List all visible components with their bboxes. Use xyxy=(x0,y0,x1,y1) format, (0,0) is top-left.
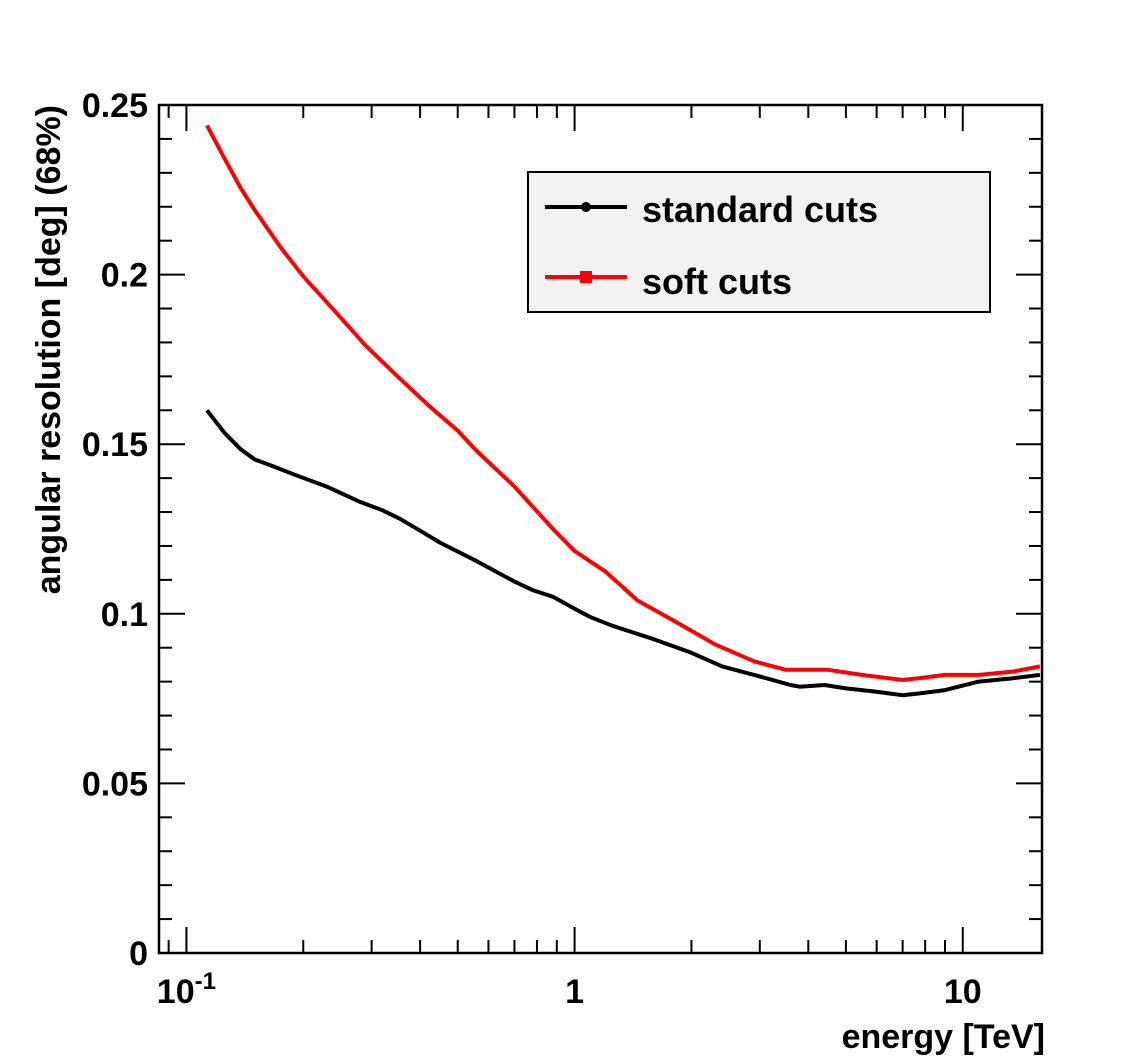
y-tick-label: 0 xyxy=(129,935,148,973)
legend-label-standard-cuts: standard cuts xyxy=(642,189,878,230)
y-tick-label: 0.05 xyxy=(82,765,148,803)
y-tick-labels: 0 0.05 0.1 0.15 0.2 0.25 xyxy=(82,87,148,973)
plot-frame xyxy=(157,103,1044,955)
x-axis-title: energy [TeV] xyxy=(842,1018,1045,1056)
series-line-standard-cuts xyxy=(205,409,1041,698)
y-tick-label: 0.25 xyxy=(82,87,148,125)
y-tick-label: 0.2 xyxy=(101,257,148,295)
y-axis-title: angular resolution [deg] (68%) xyxy=(30,105,68,594)
y-ticks xyxy=(159,104,1042,954)
series-lines xyxy=(205,124,1041,698)
x-minor-ticks xyxy=(167,105,964,953)
y-tick-label: 0.15 xyxy=(82,426,148,464)
series-line-soft-cuts xyxy=(205,124,1041,682)
legend: standard cuts soft cuts xyxy=(527,171,991,313)
x-tick-label: 10-1 xyxy=(157,968,216,1011)
x-tick-label: 10 xyxy=(944,973,982,1011)
legend-box xyxy=(527,171,991,313)
legend-marker-standard-cuts xyxy=(581,202,591,212)
legend-marker-soft-cuts xyxy=(580,271,592,283)
legend-label-soft-cuts: soft cuts xyxy=(642,261,792,302)
x-tick-label: 1 xyxy=(565,973,584,1011)
x-tick-labels: 10-1 1 10 xyxy=(157,968,982,1011)
y-tick-label: 0.1 xyxy=(101,596,148,634)
